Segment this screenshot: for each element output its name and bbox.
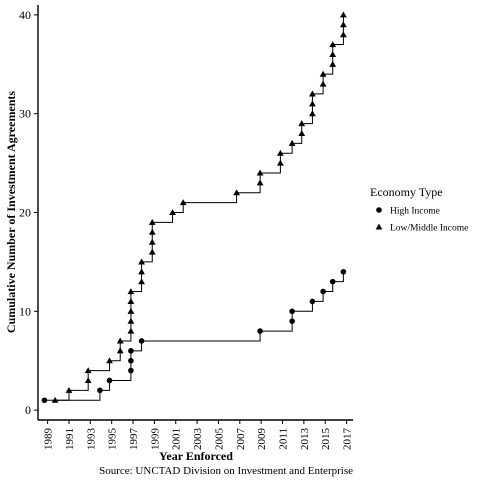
data-point	[138, 268, 145, 274]
data-point	[128, 368, 134, 374]
data-point	[97, 388, 103, 394]
y-axis-title: Cumulative Number of Investment Agreemen…	[4, 91, 18, 334]
legend-label: Low/Middle Income	[390, 224, 468, 234]
legend-title: Economy Type	[370, 185, 443, 199]
data-point	[340, 11, 347, 17]
x-tick-label: 2011	[278, 428, 290, 450]
data-point	[128, 358, 134, 364]
x-tick-label: 1999	[149, 428, 161, 451]
data-point	[320, 289, 326, 295]
data-point	[42, 397, 48, 403]
data-point	[309, 110, 316, 116]
legend: High Income Low/Middle Income	[376, 207, 469, 234]
data-point	[127, 318, 134, 324]
data-point	[277, 160, 284, 166]
axes: 0 10 20 30 40 1989 1991 1993 1995 1997 1999 2001 200…	[19, 5, 354, 450]
data-point	[330, 279, 336, 285]
x-tick-label: 1997	[128, 428, 140, 451]
data-point	[310, 299, 316, 305]
x-tick-label: 2005	[213, 428, 225, 451]
data-point	[340, 31, 347, 37]
y-tick-label: 40	[19, 8, 31, 22]
data-point	[320, 81, 327, 87]
data-point	[127, 308, 134, 314]
series-step-line	[55, 15, 343, 400]
data-point	[257, 328, 263, 334]
data-point	[117, 347, 124, 353]
data-point	[139, 338, 145, 344]
x-tick-label: 1991	[64, 428, 76, 450]
legend-circle-icon	[376, 207, 382, 213]
x-axis-title: Year Enforced	[159, 449, 233, 463]
y-tick-label: 10	[19, 304, 31, 318]
legend-label: High Income	[390, 207, 440, 217]
data-point	[309, 100, 316, 106]
x-tick-label: 1995	[107, 428, 119, 451]
x-tick-label: 1993	[85, 428, 97, 451]
plot-area	[42, 11, 347, 403]
caption: Source: UNCTAD Division on Investment an…	[99, 465, 353, 477]
x-tick-label: 2009	[256, 428, 268, 451]
data-point	[257, 179, 264, 185]
data-point	[138, 278, 145, 284]
data-point	[128, 348, 134, 354]
x-tick-label: 2001	[171, 428, 183, 450]
x-tick-label: 1989	[43, 428, 55, 451]
legend-triangle-icon	[376, 224, 383, 230]
data-point	[329, 51, 336, 57]
data-point	[149, 249, 156, 255]
data-point	[298, 130, 305, 136]
data-point	[149, 239, 156, 245]
data-point	[85, 377, 92, 383]
data-point	[289, 318, 295, 324]
x-tick-label: 2013	[299, 428, 311, 451]
y-tick-label: 30	[19, 107, 31, 121]
x-tick-label: 2003	[192, 428, 204, 451]
series-low-middle-income	[52, 11, 347, 402]
x-tick-label: 2017	[342, 428, 354, 451]
y-tick-label: 0	[25, 403, 31, 417]
data-point	[289, 309, 295, 315]
data-point	[127, 298, 134, 304]
data-point	[340, 21, 347, 27]
x-tick-label: 2007	[235, 428, 247, 451]
data-point	[341, 269, 347, 275]
data-point	[107, 378, 113, 384]
x-tick-label: 2015	[320, 428, 332, 451]
data-point	[329, 61, 336, 67]
y-tick-label: 20	[19, 206, 31, 220]
data-point	[149, 229, 156, 235]
data-point	[127, 328, 134, 334]
